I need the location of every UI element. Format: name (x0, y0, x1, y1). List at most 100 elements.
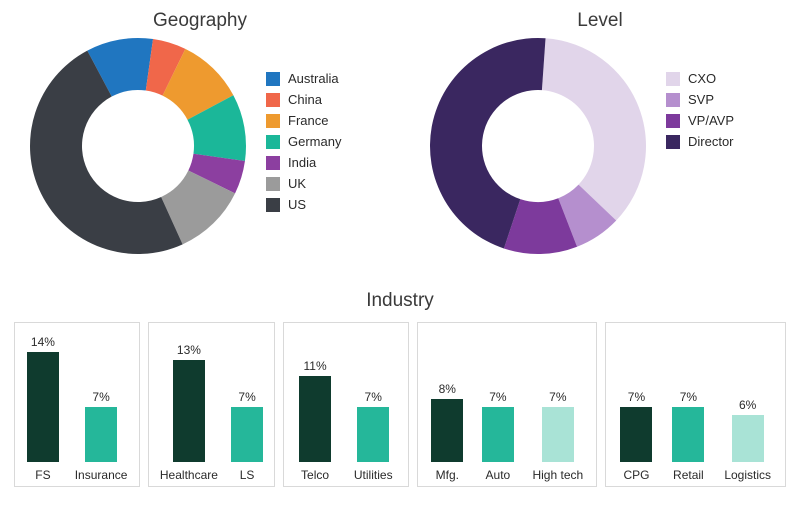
bar-rect (173, 360, 205, 462)
bar-category-label: Mfg. (436, 468, 459, 482)
bar-value-label: 7% (549, 390, 566, 404)
legend-item: India (266, 155, 341, 170)
legend-swatch (266, 72, 280, 86)
bar-section: Industry 14% FS 7% Insurance 13% Healthcare 7%… (0, 290, 800, 487)
bar-category-label: Telco (301, 468, 329, 482)
bar-column: 7% High tech (532, 390, 583, 482)
legend-label: CXO (688, 71, 716, 86)
bars-area: 7% CPG 7% Retail 6%Logistics (614, 331, 777, 482)
legend-swatch (266, 135, 280, 149)
donut-panel-geography: Geography 10%5%10%10%5%11%49%AustraliaCh… (0, 10, 400, 290)
legend-label: India (288, 155, 316, 170)
bar-value-label: 7% (489, 390, 506, 404)
legend-item: China (266, 92, 341, 107)
donut-title: Level (400, 10, 800, 32)
legend-item: VP/AVP (666, 113, 734, 128)
legend-item: Director (666, 134, 734, 149)
bar-group: 13% Healthcare 7% LS (148, 322, 274, 487)
bar-column: 6%Logistics (724, 398, 771, 482)
bar-group: 14% FS 7% Insurance (14, 322, 140, 487)
legend-item: Germany (266, 134, 341, 149)
bar-rect (672, 407, 704, 462)
bar-section-title: Industry (10, 290, 790, 312)
bar-category-label: Retail (673, 468, 704, 482)
legend-item: US (266, 197, 341, 212)
donut-wrap-0: 10%5%10%10%5%11%49%AustraliaChinaFranceG… (0, 36, 390, 276)
bar-value-label: 7% (92, 390, 109, 404)
legend-swatch (666, 93, 680, 107)
bar-category-label: Auto (486, 468, 511, 482)
bar-column: 7% Utilities (354, 390, 393, 482)
legend-label: Australia (288, 71, 339, 86)
bar-category-label: High tech (532, 468, 583, 482)
bar-category-label: Utilities (354, 468, 393, 482)
bar-column: 8% Mfg. (431, 382, 463, 482)
legend-label: France (288, 113, 328, 128)
bar-rect (299, 376, 331, 462)
bar-rect (231, 407, 263, 462)
bar-column: 7% Retail (672, 390, 704, 482)
bar-groups: 14% FS 7% Insurance 13% Healthcare 7% LS 11% Telc… (10, 322, 790, 487)
bar-value-label: 11% (303, 359, 326, 373)
bar-rect (542, 407, 574, 462)
bars-area: 8% Mfg. 7% Auto 7% High tech (426, 331, 589, 482)
legend-swatch (266, 156, 280, 170)
bar-column: 13% Healthcare (160, 343, 218, 482)
bar-rect (732, 415, 764, 462)
bar-value-label: 7% (365, 390, 382, 404)
bar-column: 7% LS (231, 390, 263, 482)
bar-value-label: 8% (439, 382, 456, 396)
bar-value-label: 7% (680, 390, 697, 404)
legend-label: China (288, 92, 322, 107)
bar-rect (482, 407, 514, 462)
bar-rect (431, 399, 463, 462)
donut-chart (428, 36, 648, 256)
bar-value-label: 7% (238, 390, 255, 404)
bar-category-label: CPG (623, 468, 649, 482)
donut-slice (542, 38, 646, 220)
bar-value-label: 14% (31, 335, 55, 349)
donut-title: Geography (0, 10, 400, 32)
legend-swatch (666, 72, 680, 86)
legend-label: VP/AVP (688, 113, 734, 128)
bar-column: 7% CPG (620, 390, 652, 482)
legend-swatch (666, 135, 680, 149)
bar-group: 11% Telco 7% Utilities (283, 322, 409, 487)
donut-legend: CXO SVP VP/AVP Director (666, 71, 734, 155)
bar-category-label: FS (35, 468, 50, 482)
donut-legend: Australia China France Germany India UK US (266, 71, 341, 218)
legend-swatch (266, 93, 280, 107)
legend-swatch (266, 114, 280, 128)
bars-area: 14% FS 7% Insurance (23, 331, 131, 482)
legend-item: CXO (666, 71, 734, 86)
legend-label: SVP (688, 92, 714, 107)
legend-label: UK (288, 176, 306, 191)
legend-item: SVP (666, 92, 734, 107)
bar-category-label: Healthcare (160, 468, 218, 482)
bar-column: 7% Insurance (75, 390, 128, 482)
legend-label: Germany (288, 134, 341, 149)
bar-rect (27, 352, 59, 462)
legend-label: Director (688, 134, 734, 149)
bar-column: 11% Telco (299, 359, 331, 482)
bar-rect (85, 407, 117, 462)
bar-category-label: Insurance (75, 468, 128, 482)
top-row: Geography 10%5%10%10%5%11%49%AustraliaCh… (0, 0, 800, 290)
legend-item: Australia (266, 71, 341, 86)
legend-swatch (666, 114, 680, 128)
bar-category-label: Logistics (724, 468, 771, 482)
bar-rect (620, 407, 652, 462)
donut-panel-level: Level 36%7%11%46%CXOSVPVP/AVPDirector (400, 10, 800, 290)
bars-area: 13% Healthcare 7% LS (157, 331, 265, 482)
bar-category-label: LS (240, 468, 255, 482)
legend-swatch (266, 177, 280, 191)
bar-group: 8% Mfg. 7% Auto 7% High tech (417, 322, 598, 487)
bar-column: 14% FS (27, 335, 59, 482)
legend-item: UK (266, 176, 341, 191)
bars-area: 11% Telco 7% Utilities (292, 331, 400, 482)
legend-item: France (266, 113, 341, 128)
bar-group: 7% CPG 7% Retail 6%Logistics (605, 322, 786, 487)
bar-value-label: 13% (177, 343, 201, 357)
bar-value-label: 7% (628, 390, 645, 404)
legend-swatch (266, 198, 280, 212)
